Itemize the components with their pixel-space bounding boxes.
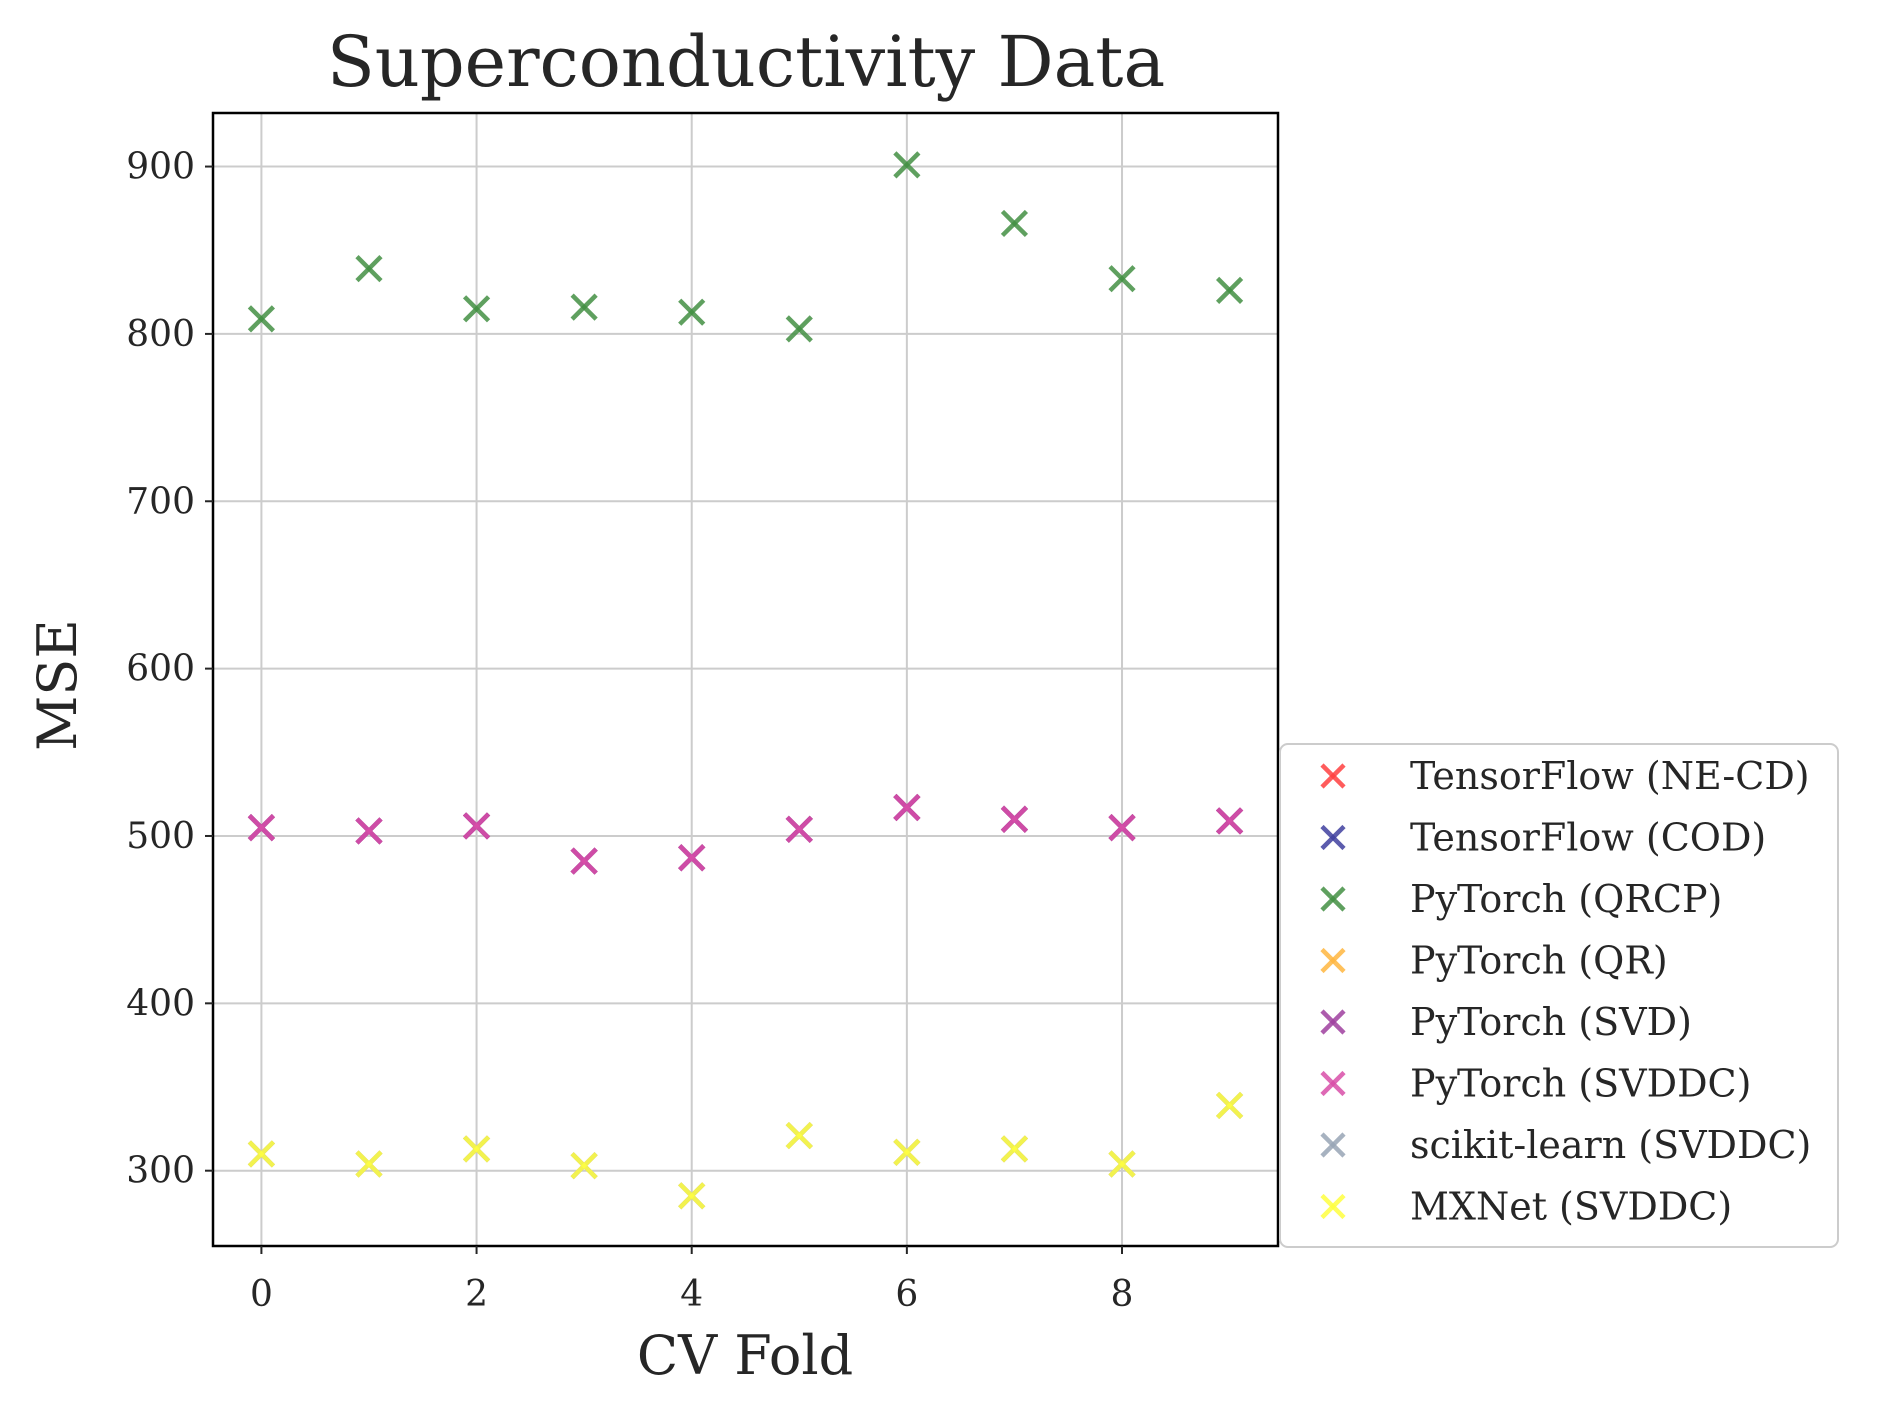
data-point xyxy=(1215,276,1244,304)
plot-frame xyxy=(211,111,1280,1248)
data-point xyxy=(893,1138,921,1166)
y-tick-label: 400 xyxy=(126,983,195,1024)
y-axis-label: MSE xyxy=(26,619,89,751)
series-5 xyxy=(247,793,1244,875)
x-axis-ticks: 0 2 4 6 8 xyxy=(250,1246,1134,1315)
legend-label: TensorFlow (COD) xyxy=(1410,816,1766,860)
x-tick-label: 2 xyxy=(465,1274,488,1315)
data-point xyxy=(570,1152,598,1180)
legend-label: MXNet (SVDDC) xyxy=(1410,1185,1732,1229)
legend-marker xyxy=(1320,1132,1346,1158)
data-point xyxy=(678,844,706,872)
grid xyxy=(213,113,1278,1246)
series-2 xyxy=(247,151,1244,343)
data-point xyxy=(678,1182,706,1210)
legend-marker xyxy=(1320,886,1346,912)
series-0 xyxy=(247,793,1244,875)
data-point xyxy=(247,814,276,842)
series-1 xyxy=(247,793,1244,875)
data-point xyxy=(355,255,383,283)
series-7 xyxy=(247,1091,1244,1210)
data-point xyxy=(1108,265,1136,293)
y-tick-label: 800 xyxy=(126,314,195,355)
legend-box xyxy=(1279,743,1839,1248)
x-tick-label: 8 xyxy=(1111,1274,1134,1315)
data-point xyxy=(1215,1091,1244,1120)
legend-marker xyxy=(1320,947,1346,974)
legend-label: PyTorch (QR) xyxy=(1410,939,1668,983)
legend-label: PyTorch (SVD) xyxy=(1410,1000,1692,1044)
data-point xyxy=(785,815,813,843)
legend-label: PyTorch (SVDDC) xyxy=(1410,1062,1751,1106)
legend-marker xyxy=(1320,1070,1346,1097)
x-tick-label: 6 xyxy=(895,1274,918,1315)
data-point xyxy=(1000,209,1029,238)
data-point xyxy=(1108,1150,1136,1178)
data-point xyxy=(1000,1135,1029,1163)
data-point xyxy=(570,293,598,321)
data-point xyxy=(678,298,706,326)
chart-title: Superconductivity Data xyxy=(327,21,1165,103)
legend-marker xyxy=(1320,1193,1346,1220)
legend-label: PyTorch (QRCP) xyxy=(1410,877,1722,921)
data-marks xyxy=(247,151,1244,1210)
legend-label: TensorFlow (NE-CD) xyxy=(1410,754,1810,798)
data-point xyxy=(785,315,813,343)
y-tick-label: 700 xyxy=(126,481,195,522)
data-point xyxy=(893,151,921,179)
series-6 xyxy=(247,1091,1244,1210)
data-point xyxy=(247,305,276,333)
series-4 xyxy=(247,793,1244,875)
data-point xyxy=(893,793,921,822)
legend: TensorFlow (NE-CD) TensorFlow (COD) PyTorc… xyxy=(1279,743,1839,1248)
x-tick-label: 4 xyxy=(680,1274,703,1315)
data-point xyxy=(462,295,491,323)
x-tick-label: 0 xyxy=(250,1274,273,1315)
y-tick-label: 900 xyxy=(126,147,195,188)
legend-label: scikit-learn (SVDDC) xyxy=(1410,1123,1811,1167)
data-point xyxy=(247,1140,276,1168)
y-tick-label: 300 xyxy=(126,1151,195,1192)
data-point xyxy=(1215,807,1244,835)
data-point xyxy=(1108,814,1136,842)
data-point xyxy=(570,847,598,875)
y-tick-label: 600 xyxy=(126,649,195,690)
data-point xyxy=(462,812,491,840)
legend-marker xyxy=(1320,763,1346,789)
legend-marker xyxy=(1320,824,1346,851)
y-tick-label: 500 xyxy=(126,816,195,857)
data-point xyxy=(785,1121,813,1150)
legend-marker xyxy=(1320,1009,1346,1035)
data-point xyxy=(355,817,383,845)
data-point xyxy=(355,1150,383,1178)
series-3 xyxy=(247,1091,1244,1210)
data-point xyxy=(462,1135,491,1163)
x-axis-label: CV Fold xyxy=(637,1324,853,1387)
y-axis-ticks: 300 400 500 600 700 800 900 xyxy=(126,147,213,1192)
data-point xyxy=(1000,805,1029,833)
